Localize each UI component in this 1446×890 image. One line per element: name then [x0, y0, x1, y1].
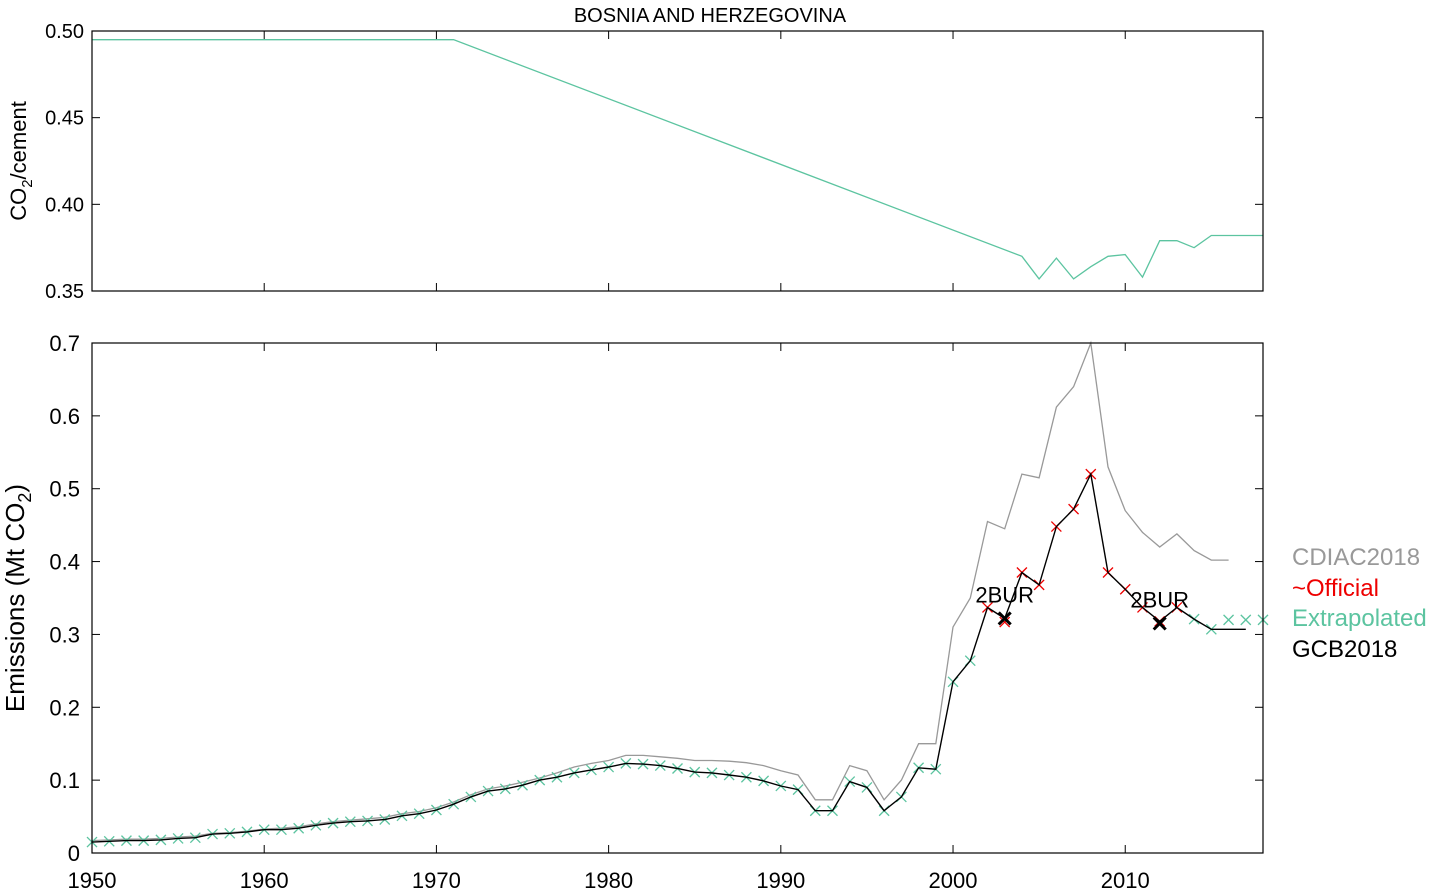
gcb2018-line: [91, 471, 1246, 843]
legend-entry-cdiac2018: CDIAC2018: [1292, 544, 1420, 571]
bur-marker: [1152, 616, 1167, 631]
emissions-x-tick-label: 1990: [756, 868, 805, 890]
emissions-panel: 00.10.20.30.40.50.60.7 1950 1960 1970 1980 1…: [0, 331, 1269, 890]
emissions-y-label-main: Emissions (Mt CO: [0, 503, 30, 712]
extrapolated-marker: [1240, 614, 1252, 626]
emissions-x-tick-label: 1980: [584, 868, 633, 890]
emissions-y-tick-label: 0: [68, 841, 80, 866]
ratio-series-line: [92, 39, 1263, 280]
emissions-y-tick-label: 0.2: [49, 695, 80, 720]
emissions-y-tick-label: 0.3: [49, 622, 80, 647]
emissions-x-axis: 1950 1960 1970 1980 1990 2000 2010: [68, 343, 1150, 890]
ratio-y-tick-label: 0.35: [45, 281, 84, 303]
ratio-y-label-sub: 2: [19, 179, 36, 187]
annotation-2bur: 2BUR: [975, 582, 1034, 607]
ratio-plot-area: [92, 39, 1263, 280]
official-marker: [999, 616, 1011, 628]
emissions-y-tick-label: 0.7: [49, 331, 80, 356]
ratio-y-label-rest: /cement: [6, 101, 31, 179]
ratio-y-tick-label: 0.50: [45, 21, 84, 43]
emissions-y-label-sub: 2: [15, 493, 35, 503]
emissions-x-tick-label: 1970: [412, 868, 461, 890]
emissions-x-tick-label: 1960: [240, 868, 289, 890]
cdiac2018-line: [91, 340, 1229, 842]
legend-entry-gcb2018: GCB2018: [1292, 636, 1397, 663]
ratio-axes-box: [91, 30, 1264, 292]
emissions-axes-box: [91, 342, 1264, 854]
emissions-y-label-rest: ): [0, 484, 30, 493]
extrapolated-marker: [1223, 614, 1235, 626]
emissions-x-tick-label: 2010: [1101, 868, 1150, 890]
chart-title: BOSNIA AND HERZEGOVINA: [574, 5, 847, 27]
ratio-x-axis: [91, 31, 1126, 291]
ratio-y-axis: 0.35 0.40 0.45 0.50: [45, 21, 1263, 303]
emissions-y-tick-label: 0.1: [49, 768, 80, 793]
emissions-y-tick-label: 0.6: [49, 404, 80, 429]
emissions-y-tick-label: 0.5: [49, 477, 80, 502]
ratio-y-axis-label: CO2/cement: [6, 101, 36, 221]
emissions-y-axis-label: Emissions (Mt CO2): [0, 484, 35, 712]
ratio-panel: BOSNIA AND HERZEGOVINA 0.350.400.450.50 …: [6, 5, 1264, 303]
legend: CDIAC2018 ~Official Extrapolated GCB2018: [1292, 544, 1427, 663]
legend-entry-official: ~Official: [1292, 575, 1379, 602]
annotation-2bur: 2BUR: [1130, 588, 1189, 613]
emissions-x-tick-label: 2000: [929, 868, 978, 890]
ratio-y-tick-label: 0.45: [45, 108, 84, 130]
emissions-y-tick-label: 0.4: [49, 550, 80, 575]
annotations: 2BUR 2BUR: [975, 582, 1189, 631]
bur-marker: [997, 611, 1012, 626]
ratio-y-tick-label: 0.40: [45, 194, 84, 216]
emissions-x-tick-label: 1950: [68, 868, 117, 890]
emissions-plot-area: [86, 340, 1269, 848]
legend-entry-extrapolated: Extrapolated: [1292, 605, 1427, 632]
ratio-y-label-main: CO: [6, 188, 31, 221]
emissions-y-axis: 0 0.1 0.2 0.3 0.4 0.5 0.6 0.7: [49, 331, 1263, 866]
